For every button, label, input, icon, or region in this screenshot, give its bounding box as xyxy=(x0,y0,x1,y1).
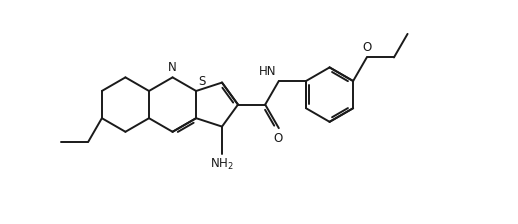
Text: N: N xyxy=(168,61,177,74)
Text: O: O xyxy=(273,132,282,145)
Text: NH$_2$: NH$_2$ xyxy=(210,157,234,172)
Text: S: S xyxy=(198,75,206,88)
Text: HN: HN xyxy=(259,65,276,78)
Text: O: O xyxy=(362,41,371,54)
